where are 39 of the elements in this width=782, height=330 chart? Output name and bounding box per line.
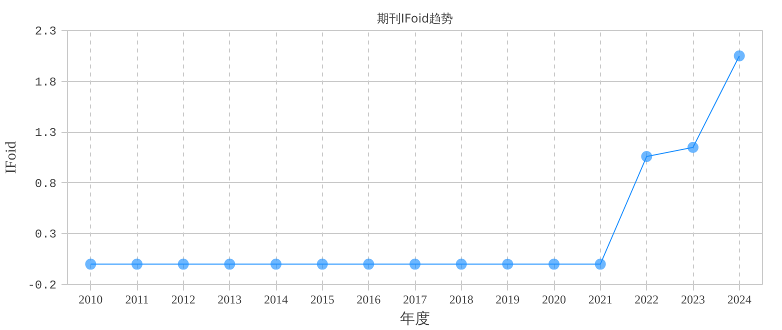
point <box>363 258 374 270</box>
point <box>85 258 96 270</box>
x-tick-label: 2020 <box>542 292 566 306</box>
point <box>456 258 467 270</box>
x-tick-label: 2023 <box>681 292 705 306</box>
y-axis-title: IFoid <box>4 140 20 174</box>
point <box>132 258 142 270</box>
x-tick-label: 2014 <box>264 292 288 306</box>
point <box>224 258 236 270</box>
y-tick-label: 0.3 <box>34 228 57 242</box>
chart-title: 期刊IFoid趋势 <box>376 12 454 26</box>
x-axis-title: 年度 <box>400 310 430 328</box>
point <box>734 50 745 62</box>
y-tick-label: 1.3 <box>34 126 57 140</box>
x-tick-label: 2015 <box>310 292 334 306</box>
x-tick-label: 2022 <box>634 292 659 306</box>
x-tick-label: 2018 <box>449 292 474 306</box>
x-tick-label: 2012 <box>171 292 196 306</box>
point <box>502 258 514 270</box>
point <box>270 258 282 270</box>
point <box>594 258 606 270</box>
point <box>641 150 652 162</box>
x-tick-label: 2013 <box>218 292 242 306</box>
point <box>548 258 560 270</box>
y-tick-label: 0.8 <box>34 176 57 191</box>
y-tick-label: 1.8 <box>34 75 57 90</box>
point <box>410 258 420 270</box>
point <box>316 258 328 270</box>
x-tick-label: 2010 <box>78 292 103 306</box>
x-tick-label: 2019 <box>496 292 520 306</box>
y-tick-label: -0.2 <box>28 278 57 292</box>
point <box>688 142 698 153</box>
x-tick-label: 2021 <box>588 292 612 306</box>
x-tick-label: 2024 <box>727 292 752 306</box>
x-tick-label: 2011 <box>125 292 149 306</box>
x-tick-label: 2016 <box>356 292 381 306</box>
x-tick-label: 2017 <box>403 292 427 306</box>
y-tick-label: 2.3 <box>34 24 57 38</box>
point <box>178 258 189 270</box>
